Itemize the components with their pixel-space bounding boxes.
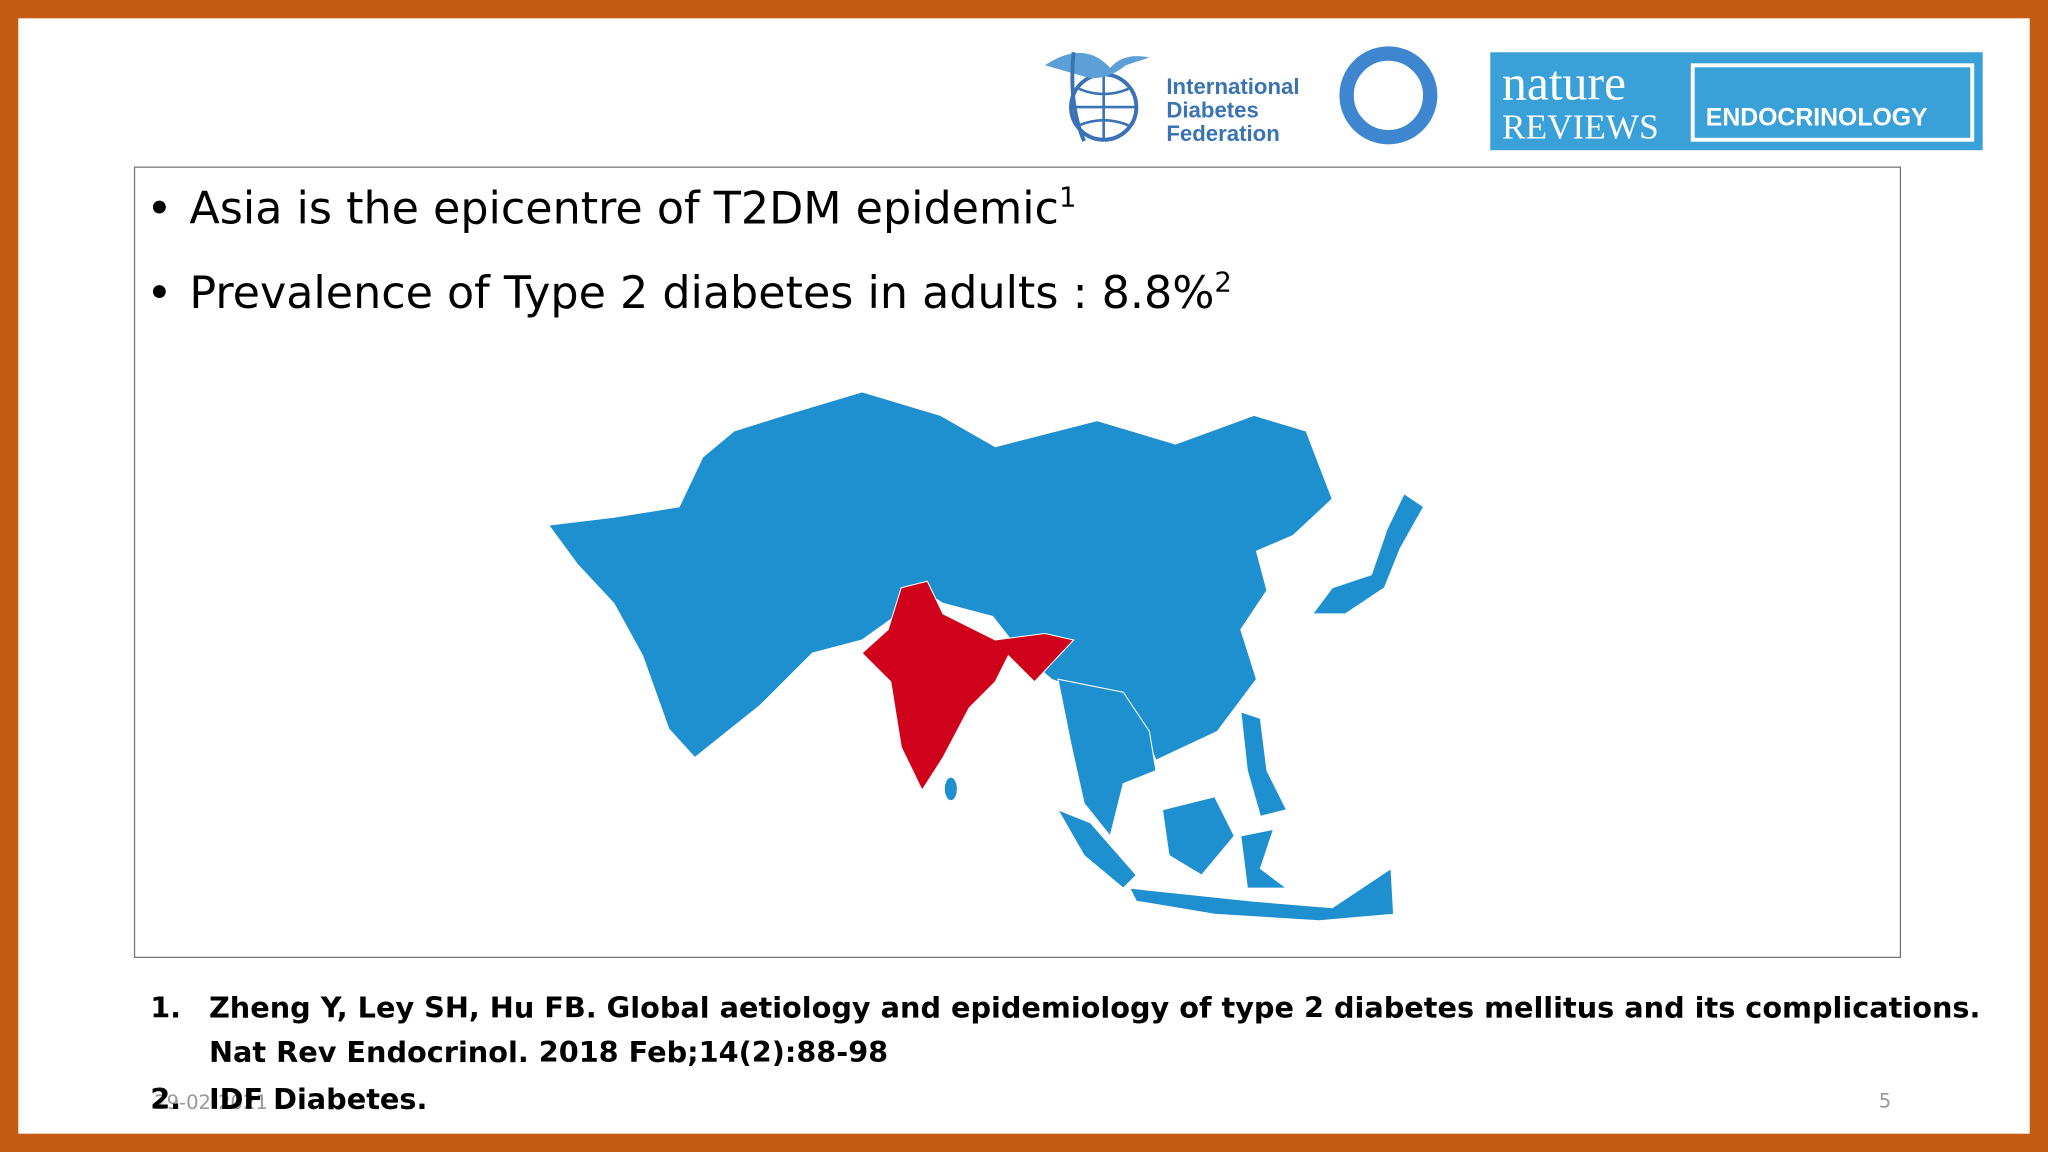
slide-date: 29-02-2021 — [154, 1091, 268, 1114]
bullet-marker: • — [146, 268, 172, 319]
reference-number: 1. — [150, 990, 181, 1024]
sulawesi — [1240, 828, 1289, 889]
idf-text: Diabetes — [1166, 98, 1259, 123]
bullet-ref: 2 — [1214, 267, 1231, 298]
borneo — [1161, 796, 1235, 876]
bullet-ref: 1 — [1059, 182, 1076, 213]
reference-line: IDF Diabetes. — [209, 1082, 427, 1116]
blue-circle-logo — [1339, 46, 1438, 145]
japan — [1311, 492, 1425, 615]
endocrinology-text: ENDOCRINOLOGY — [1706, 104, 1928, 131]
nature-logo: nature REVIEWS ENDOCRINOLOGY — [1490, 52, 1983, 151]
nature-inner — [1690, 63, 1975, 142]
idf-logo: International Diabetes Federation — [1044, 52, 1300, 146]
bird-tail — [1070, 52, 1086, 142]
java-islands — [1128, 867, 1395, 922]
asia-map — [547, 391, 1425, 922]
bullet-text: Asia is the epicentre of T2DM epidemic — [189, 183, 1059, 234]
bullet: Asia is the epicentre of T2DM epidemic1 — [189, 182, 1076, 234]
bullet-text: Prevalence of Type 2 diabetes in adults … — [189, 268, 1214, 319]
india — [861, 580, 1075, 792]
idf-text: Federation — [1166, 121, 1279, 146]
asia-mainland — [547, 391, 1333, 761]
sri-lanka — [943, 776, 958, 802]
sumatra — [1056, 808, 1138, 889]
se-asia — [1057, 678, 1157, 838]
reference-number: 2. — [150, 1082, 181, 1116]
philippines — [1240, 711, 1288, 817]
page-number: 5 — [1879, 1090, 1891, 1113]
bullet-marker: • — [146, 183, 172, 234]
globe-lines — [1071, 74, 1137, 140]
reviews-text: REVIEWS — [1502, 107, 1659, 146]
bullet: Prevalence of Type 2 diabetes in adults … — [189, 267, 1231, 319]
idf-text: International — [1166, 74, 1299, 99]
nature-box — [1490, 52, 1983, 151]
nature-text: nature — [1502, 55, 1626, 110]
reference-line: Zheng Y, Ley SH, Hu FB. Global aetiology… — [209, 990, 1980, 1024]
reference-line: Nat Rev Endocrinol. 2018 Feb;14(2):88-98 — [209, 1035, 888, 1069]
